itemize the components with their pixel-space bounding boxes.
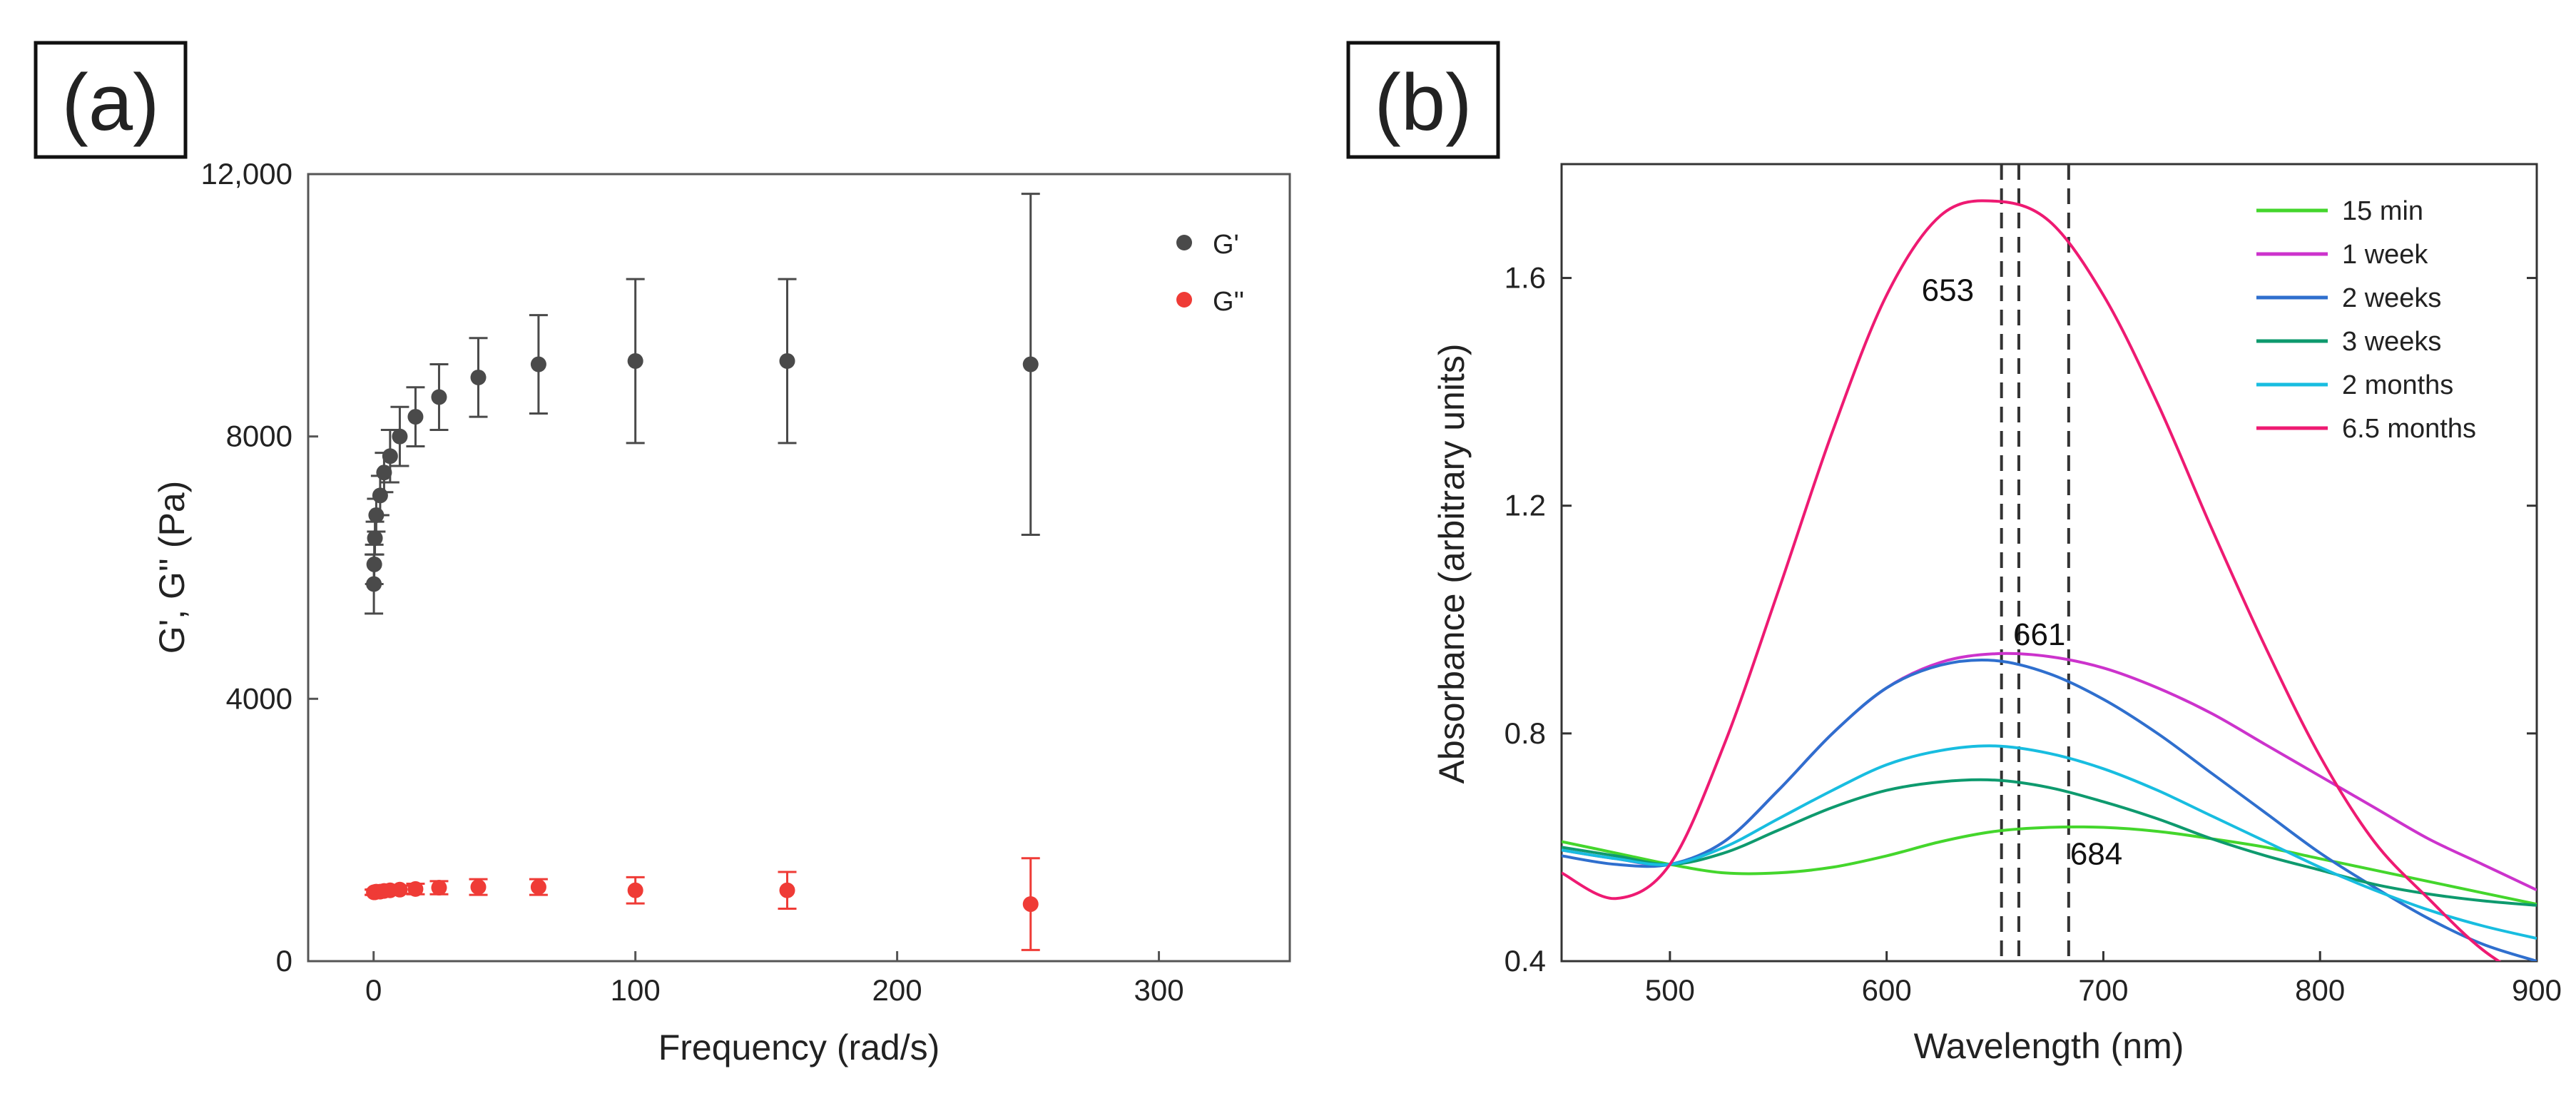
panel-a-point-g-prime xyxy=(367,530,383,547)
panel-b-x-tick-label: 700 xyxy=(2078,973,2128,1007)
panel-b-series-line xyxy=(1562,199,2502,961)
panel-a-y-ticks: 0 4000 8000 12,000 xyxy=(201,157,318,978)
panel-a-y-tick-label: 8000 xyxy=(226,420,292,453)
panel-b-legend-label: 15 min xyxy=(2342,196,2423,226)
panel-a-point-g-prime xyxy=(372,487,388,504)
panel-a-x-tick-label: 300 xyxy=(1134,973,1183,1007)
panel-b-series-line xyxy=(1562,658,2537,961)
panel-a-y-tick-label: 0 xyxy=(276,944,292,978)
panel-a-point-g-double-prime xyxy=(392,881,408,898)
panel-b-y-tick-label: 1.6 xyxy=(1505,261,1546,295)
panel-a-y-tick-label: 4000 xyxy=(226,681,292,715)
panel-a-point-g-double-prime xyxy=(530,879,546,896)
panel-b-legend-label: 2 months xyxy=(2342,370,2453,400)
panel-a-point-g-double-prime xyxy=(627,882,643,898)
panel-a-legend-marker xyxy=(1176,292,1192,308)
panel-b-series-line xyxy=(1562,744,2537,940)
panel-b-x-tick-label: 500 xyxy=(1645,973,1695,1007)
panel-a-x-tick-label: 100 xyxy=(611,973,661,1007)
panel-a-point-g-prime xyxy=(1022,356,1039,372)
panel-a-point-g-prime xyxy=(376,465,392,481)
panel-a-point-g-prime xyxy=(407,409,424,425)
panel-a-x-tick-label: 200 xyxy=(872,973,922,1007)
panel-a-legend-label: G' xyxy=(1213,230,1239,260)
panel-b-x-ticks: 500 600 700 800 900 xyxy=(1645,951,2562,1007)
panel-a-y-axis-title: G', G'' (Pa) xyxy=(152,481,192,654)
panel-a-point-g-prime xyxy=(431,389,447,405)
panel-a-legend: G' G'' xyxy=(1176,230,1244,317)
panel-b: (b) 500 600 700 800 900 0.40.81.21.6 6536616… xyxy=(1346,41,2562,1066)
panel-a-legend-label: G'' xyxy=(1213,287,1244,317)
panel-a-point-g-double-prime xyxy=(470,879,487,896)
panel-b-legend-label: 1 week xyxy=(2342,240,2428,270)
panel-b-y-axis-title: Absorbance (arbitrary units) xyxy=(1432,344,1472,784)
panel-a-point-g-prime xyxy=(392,428,408,445)
panel-b-series-line xyxy=(1562,778,2537,907)
panel-b-peak-label: 684 xyxy=(2070,836,2122,871)
panel-b-legend-label: 6.5 months xyxy=(2342,414,2476,444)
panel-a-point-g-prime xyxy=(627,352,643,369)
panel-a-point-g-double-prime xyxy=(1022,896,1039,913)
panel-b-x-tick-label: 600 xyxy=(1862,973,1912,1007)
panel-b-y-ticks: 0.4 0.8 1.2 1.6 xyxy=(1505,261,2537,978)
panel-b-legend: 15 min 1 week 2 weeks 3 weeks 2 months 6.5 mo… xyxy=(2256,196,2476,444)
panel-a-point-g-double-prime xyxy=(407,881,424,897)
panel-a-point-g-prime xyxy=(530,356,546,372)
panel-b-x-axis-title: Wavelength (nm) xyxy=(1914,1026,2184,1066)
panel-b-series-line xyxy=(1562,825,2537,906)
panel-b-x-tick-label: 900 xyxy=(2512,973,2562,1007)
panel-a-point-g-prime xyxy=(366,556,382,572)
panel-a-y-tick-label: 12,000 xyxy=(201,157,292,191)
panel-b-y-tick-label: 0.8 xyxy=(1505,716,1546,750)
panel-b-label-box xyxy=(1346,41,1500,159)
panel-b-y-tick-label: 0.4 xyxy=(1505,944,1546,978)
panel-b-peak-label: 661 xyxy=(2013,617,2065,652)
panel-a-x-tick-label: 0 xyxy=(365,973,382,1007)
panel-b-peak-label: 653 xyxy=(1922,273,1974,308)
panel-b-label: (b) xyxy=(1375,58,1472,147)
panel-a-point-g-prime xyxy=(382,448,398,465)
panel-a-x-axis-title: Frequency (rad/s) xyxy=(658,1028,940,1067)
panel-b-series-lines xyxy=(1562,199,2537,961)
panel-a-legend-marker xyxy=(1176,235,1192,250)
panel-b-plot-frame xyxy=(1560,163,2538,963)
panel-b-legend-label: 2 weeks xyxy=(2342,283,2441,313)
panel-a-label: (a) xyxy=(62,58,160,147)
panel-a-point-g-double-prime xyxy=(431,880,447,896)
panel-a-x-ticks: 0 100 200 300 xyxy=(365,951,1184,1007)
panel-a-point-g-prime xyxy=(779,352,795,369)
panel-a-marks xyxy=(365,193,1040,951)
panel-a: (a) 0 100 200 300 0 4000 8000 12,000 Frequency… xyxy=(34,41,1291,1067)
panel-a-label-box xyxy=(34,41,188,159)
panel-a-point-g-prime xyxy=(470,369,487,385)
panel-a-point-g-double-prime xyxy=(779,882,795,898)
panel-b-x-tick-label: 800 xyxy=(2295,973,2345,1007)
panel-a-plot-frame xyxy=(307,173,1291,963)
panel-b-legend-label: 3 weeks xyxy=(2342,327,2441,357)
panel-b-y-tick-label: 1.2 xyxy=(1505,489,1546,522)
panel-b-reference-lines: 653 661 684 xyxy=(1922,164,2122,961)
